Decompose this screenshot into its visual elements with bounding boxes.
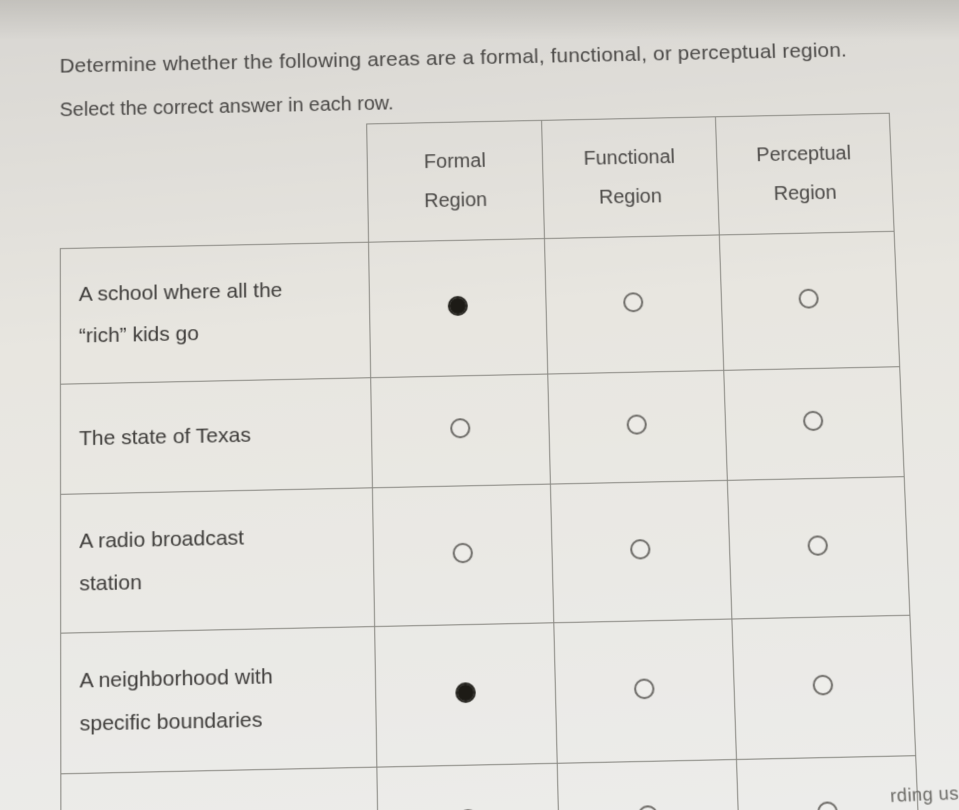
region-table: Formal Region Functional Region Perceptu… xyxy=(60,113,921,810)
table-row: The state of Texas xyxy=(60,367,904,495)
radio-empty-icon[interactable] xyxy=(803,411,824,431)
row-label-line1: A neighborhood with xyxy=(79,665,272,693)
row-label: A radio broadcast station xyxy=(61,488,375,633)
col-header-line2: Region xyxy=(599,186,662,209)
option-cell xyxy=(547,370,727,484)
col-header-perceptual: Perceptual Region xyxy=(715,113,894,235)
header-empty xyxy=(60,124,369,249)
row-label: A neighborhood with specific boundaries xyxy=(61,627,378,774)
option-cell xyxy=(373,484,554,626)
option-cell xyxy=(377,763,559,810)
row-label: A school where all the “rich” kids go xyxy=(60,242,371,384)
option-cell xyxy=(732,615,916,759)
option-cell xyxy=(557,759,740,810)
table-row: A school where all the “rich” kids go xyxy=(60,231,899,384)
radio-empty-icon[interactable] xyxy=(638,805,659,810)
option-cell xyxy=(544,235,723,374)
radio-empty-icon[interactable] xyxy=(799,288,820,308)
table-body: A school where all the “rich” kids go The … xyxy=(60,231,920,810)
row-label-line1: A radio broadcast xyxy=(79,526,244,553)
col-header-line1: Formal xyxy=(424,150,486,173)
option-cell xyxy=(369,239,547,378)
col-header-line1: Functional xyxy=(583,146,675,169)
row-label-line2: “rich” kids go xyxy=(79,322,199,347)
row-label-line2: station xyxy=(79,571,142,596)
radio-empty-icon[interactable] xyxy=(630,538,651,559)
radio-empty-icon[interactable] xyxy=(623,292,643,312)
radio-empty-icon[interactable] xyxy=(817,801,838,810)
radio-empty-icon[interactable] xyxy=(450,418,470,438)
table-row: A neighborhood with specific boundaries xyxy=(61,615,916,774)
question-prompt: Determine whether the following areas ar… xyxy=(60,37,926,78)
row-label: The state of Texas xyxy=(60,378,372,495)
option-cell xyxy=(727,477,910,619)
row-label-line2: specific boundaries xyxy=(80,708,263,736)
radio-selected-icon[interactable] xyxy=(448,295,468,315)
row-label: A shopping mall xyxy=(61,767,379,810)
table-header-row: Formal Region Functional Region Perceptu… xyxy=(60,113,894,248)
radio-empty-icon[interactable] xyxy=(634,678,655,699)
radio-selected-icon[interactable] xyxy=(455,682,476,703)
radio-empty-icon[interactable] xyxy=(627,414,648,434)
worksheet-page: Determine whether the following areas ar… xyxy=(0,0,959,810)
table-row: A radio broadcast station xyxy=(61,477,910,634)
option-cell xyxy=(371,374,550,488)
row-label-line1: The state of Texas xyxy=(79,423,251,450)
radio-empty-icon[interactable] xyxy=(813,674,834,695)
col-header-line1: Perceptual xyxy=(756,143,851,166)
col-header-functional: Functional Region xyxy=(541,117,719,239)
col-header-line2: Region xyxy=(773,182,837,205)
option-cell xyxy=(724,367,905,481)
radio-empty-icon[interactable] xyxy=(808,535,829,556)
radio-empty-icon[interactable] xyxy=(452,542,473,563)
option-cell xyxy=(553,619,736,763)
footer-fragment: rding use xyxy=(890,782,959,807)
col-header-line2: Region xyxy=(424,189,487,212)
row-label-line1: A school where all the xyxy=(79,279,283,306)
option-cell xyxy=(375,623,557,767)
col-header-formal: Formal Region xyxy=(367,120,544,242)
option-cell xyxy=(719,231,900,370)
option-cell xyxy=(550,480,732,622)
